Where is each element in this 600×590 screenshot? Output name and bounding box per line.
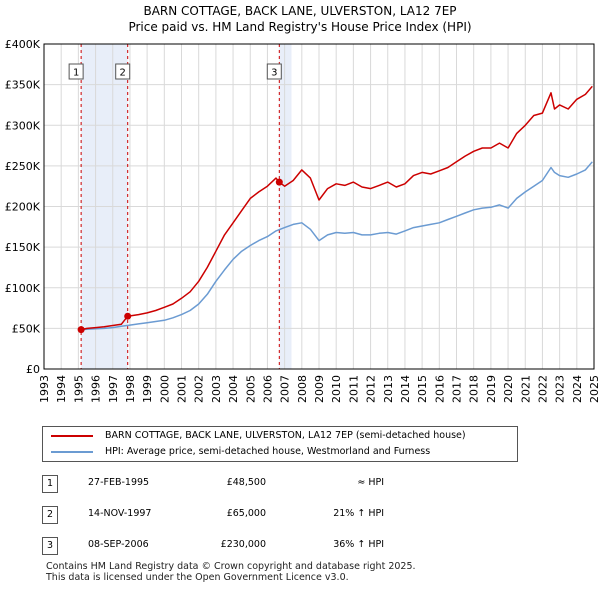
transaction-number: 2	[42, 506, 58, 524]
x-tick-label: 2022	[536, 375, 549, 403]
chart-title: BARN COTTAGE, BACK LANE, ULVERSTON, LA12…	[143, 4, 457, 18]
y-tick-label: £100K	[5, 282, 41, 295]
x-tick-label: 2008	[296, 375, 309, 403]
x-tick-label: 2023	[554, 375, 567, 403]
y-tick-label: £150K	[5, 241, 41, 254]
x-tick-label: 2002	[193, 375, 206, 403]
y-tick-label: £350K	[5, 79, 41, 92]
sale-point	[77, 326, 85, 334]
transaction-date: 27-FEB-1995	[88, 477, 150, 488]
sale-point	[124, 312, 132, 320]
plot-border	[43, 43, 595, 370]
y-tick-label: £250K	[5, 160, 41, 173]
price-chart: £0 £50K £100K £150K £200K £250K £300K £350K £400…	[5, 38, 600, 403]
sale-label-box	[115, 63, 131, 80]
footer-licence: This data is licensed under the Open Gov…	[46, 572, 349, 583]
transaction-date: 08-SEP-2006	[88, 539, 149, 550]
property-price-line	[80, 85, 593, 331]
sale-point	[275, 178, 283, 186]
transaction-number: 1	[42, 475, 58, 493]
x-tick-label: 1997	[107, 375, 120, 403]
x-tick-label: 2006	[261, 375, 274, 403]
sale-label: 2	[120, 68, 126, 79]
x-tick-label: 2013	[382, 375, 395, 403]
transaction-price: £230,000	[220, 539, 266, 550]
transaction-hpi: 21% ↑ HPI	[333, 508, 384, 519]
x-tick-label: 2001	[176, 375, 189, 403]
transaction-hpi: ≈ HPI	[357, 477, 384, 488]
y-tick-label: £0	[26, 363, 40, 376]
x-tick-label: 2024	[571, 375, 584, 403]
chart-subtitle: Price paid vs. HM Land Registry's House …	[128, 20, 472, 34]
x-tick-label: 2020	[502, 375, 515, 403]
x-tick-label: 2000	[158, 375, 171, 403]
transaction-number: 3	[42, 537, 58, 555]
x-tick-label: 2017	[451, 375, 464, 403]
sale-label: 1	[73, 68, 79, 79]
y-tick-label: £200K	[5, 201, 41, 214]
legend: BARN COTTAGE, BACK LANE, ULVERSTON, LA12…	[42, 426, 518, 462]
x-tick-label: 2010	[330, 375, 343, 403]
x-tick-label: 1999	[141, 375, 154, 403]
x-tick-label: 1996	[90, 375, 103, 403]
legend-label-property: BARN COTTAGE, BACK LANE, ULVERSTON, LA12…	[105, 430, 466, 441]
x-tick-label: 2011	[347, 375, 360, 403]
transaction-price: £48,500	[226, 477, 266, 488]
x-tick-label: 2015	[416, 375, 429, 403]
x-tick-label: 2014	[399, 375, 412, 403]
x-tick-label: 2025	[588, 375, 600, 403]
sale-label: 3	[271, 68, 277, 79]
y-tick-label: £300K	[5, 119, 41, 132]
legend-swatch-property	[51, 435, 93, 437]
transaction-price: £65,000	[226, 508, 266, 519]
sale-label-box	[68, 63, 84, 80]
x-tick-label: 1998	[124, 375, 137, 403]
x-tick-label: 1995	[72, 375, 85, 403]
legend-label-hpi: HPI: Average price, semi-detached house,…	[105, 446, 431, 457]
x-tick-label: 2021	[519, 375, 532, 403]
x-tick-label: 1994	[55, 375, 68, 403]
x-tick-label: 1993	[38, 375, 51, 403]
x-tick-label: 2018	[468, 375, 481, 403]
transaction-hpi: 36% ↑ HPI	[333, 539, 384, 550]
x-tick-label: 2012	[365, 375, 378, 403]
x-tick-label: 2009	[313, 375, 326, 403]
x-tick-label: 2019	[485, 375, 498, 403]
x-tick-label: 2004	[227, 375, 240, 403]
legend-swatch-hpi	[51, 451, 93, 453]
y-tick-label: £400K	[5, 38, 41, 51]
x-tick-label: 2016	[433, 375, 446, 403]
footer-copyright: Contains HM Land Registry data © Crown c…	[46, 561, 416, 572]
y-tick-label: £50K	[12, 322, 41, 335]
hpi-line	[81, 161, 593, 331]
sale-label-box	[266, 63, 282, 80]
x-tick-label: 2007	[279, 375, 292, 403]
transaction-date: 14-NOV-1997	[88, 508, 152, 519]
x-tick-label: 2005	[244, 375, 257, 403]
x-tick-label: 2003	[210, 375, 223, 403]
